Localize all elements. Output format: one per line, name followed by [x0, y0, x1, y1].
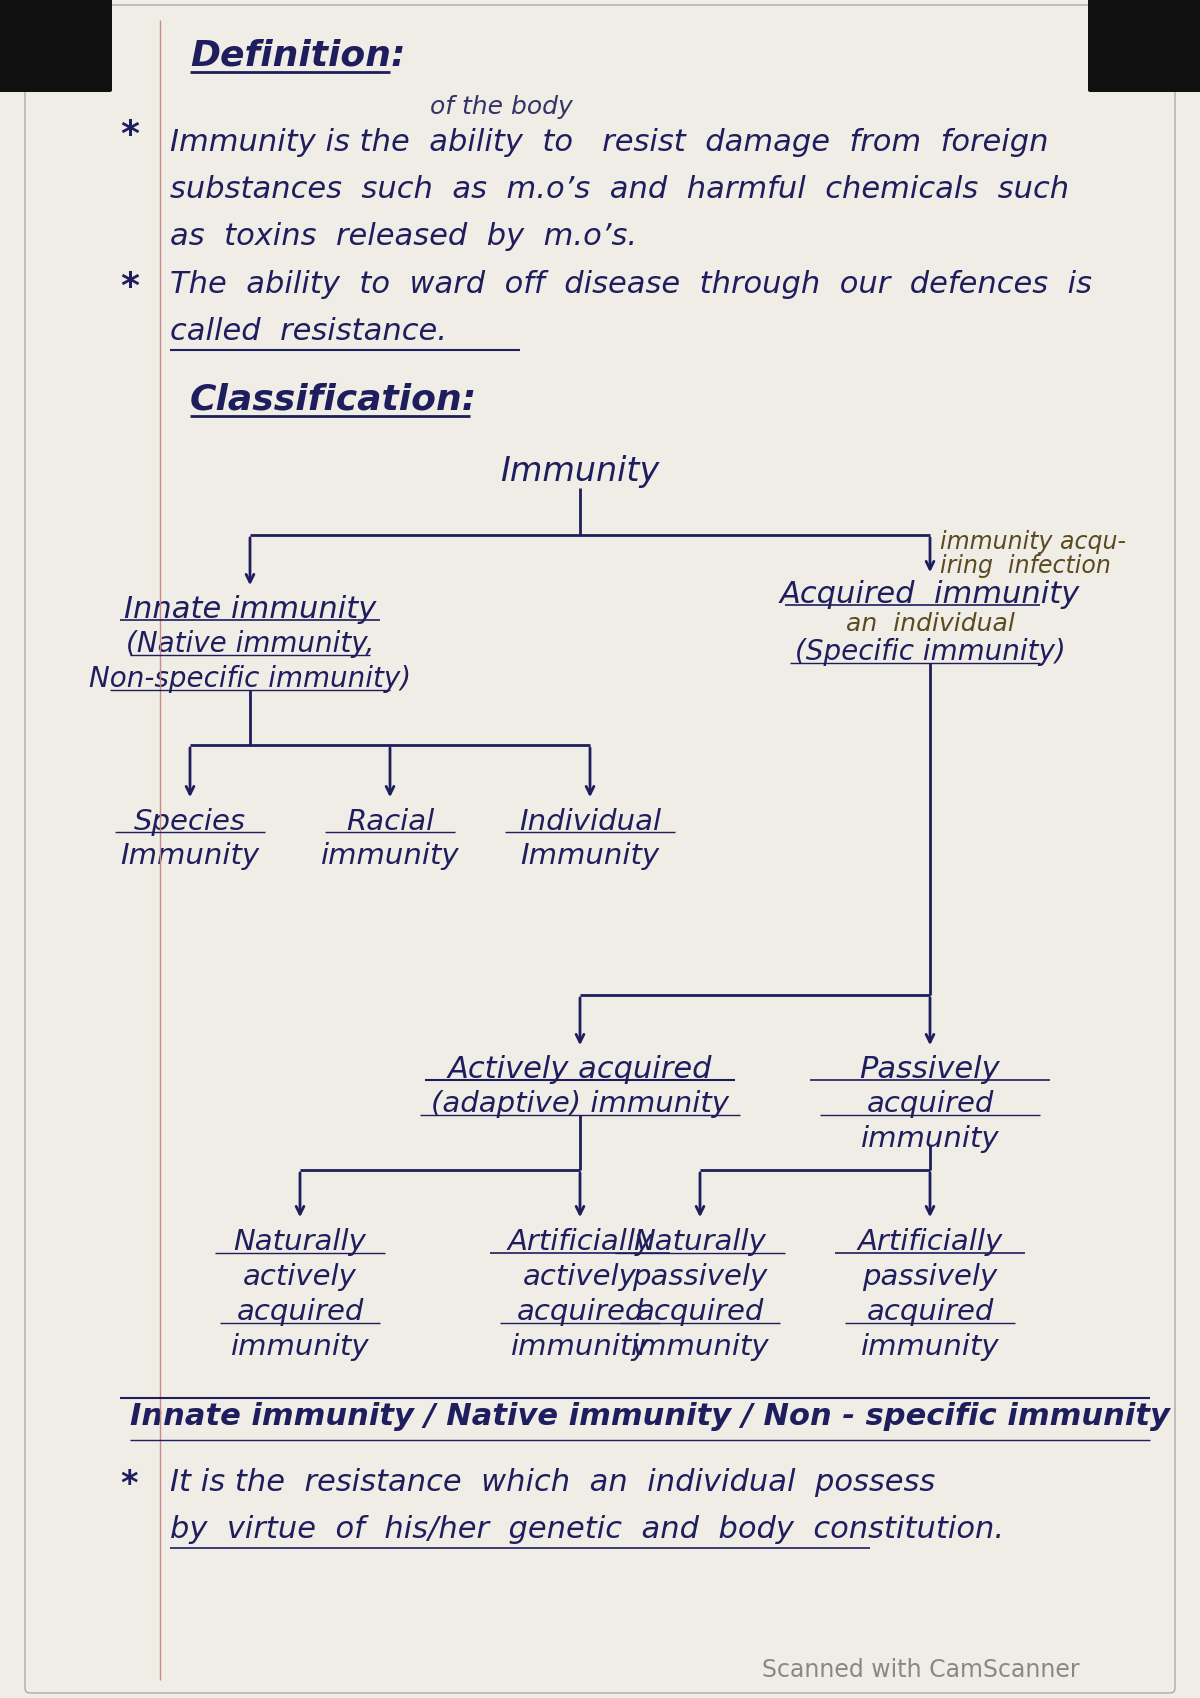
FancyBboxPatch shape — [25, 5, 1175, 1693]
Text: substances  such  as  m.o’s  and  harmful  chemicals  such: substances such as m.o’s and harmful che… — [170, 175, 1069, 204]
Text: *: * — [120, 270, 139, 304]
Text: Artificially: Artificially — [857, 1228, 1003, 1257]
Text: acquired: acquired — [516, 1297, 643, 1326]
Text: acquired: acquired — [636, 1297, 763, 1326]
Text: It is the  resistance  which  an  individual  possess: It is the resistance which an individual… — [170, 1469, 935, 1498]
Text: as  toxins  released  by  m.o’s.: as toxins released by m.o’s. — [170, 222, 637, 251]
FancyBboxPatch shape — [1088, 0, 1200, 92]
Text: Species: Species — [134, 808, 246, 835]
Text: *: * — [120, 117, 139, 153]
Text: Scanned with CamScanner: Scanned with CamScanner — [762, 1657, 1080, 1683]
Text: Definition:: Definition: — [190, 37, 406, 71]
Text: Naturally: Naturally — [634, 1228, 767, 1257]
Text: of the body: of the body — [430, 95, 572, 119]
Text: actively: actively — [244, 1263, 356, 1290]
Text: Immunity: Immunity — [521, 842, 660, 869]
Text: Artificially: Artificially — [508, 1228, 653, 1257]
Text: an  individual: an individual — [846, 611, 1014, 637]
Text: Acquired  immunity: Acquired immunity — [780, 581, 1080, 610]
Text: Immunity is the  ability  to   resist  damage  from  foreign: Immunity is the ability to resist damage… — [170, 127, 1049, 156]
Text: immunity: immunity — [860, 1333, 1000, 1362]
Text: immunity: immunity — [230, 1333, 370, 1362]
Text: Innate immunity / Native immunity / Non - specific immunity: Innate immunity / Native immunity / Non … — [130, 1403, 1170, 1431]
Text: The  ability  to  ward  off  disease  through  our  defences  is: The ability to ward off disease through … — [170, 270, 1092, 299]
Text: Racial: Racial — [346, 808, 434, 835]
Text: called  resistance.: called resistance. — [170, 318, 446, 346]
Text: Naturally: Naturally — [234, 1228, 366, 1257]
Text: Immunity: Immunity — [120, 842, 259, 869]
Text: (Specific immunity): (Specific immunity) — [794, 638, 1066, 666]
Text: actively: actively — [523, 1263, 637, 1290]
Text: passively: passively — [632, 1263, 768, 1290]
Text: Passively: Passively — [859, 1054, 1001, 1083]
Text: immunity: immunity — [631, 1333, 769, 1362]
Text: immunity: immunity — [860, 1126, 1000, 1153]
Text: immunity: immunity — [320, 842, 460, 869]
FancyBboxPatch shape — [0, 0, 112, 92]
Text: acquired: acquired — [866, 1297, 994, 1326]
Text: by  virtue  of  his/her  genetic  and  body  constitution.: by virtue of his/her genetic and body co… — [170, 1515, 1004, 1543]
Text: immunity acqu-: immunity acqu- — [940, 530, 1126, 554]
Text: iring  infection: iring infection — [940, 554, 1111, 577]
Text: *: * — [120, 1469, 138, 1501]
Text: (Native immunity,: (Native immunity, — [126, 630, 374, 659]
Text: Classification:: Classification: — [190, 382, 478, 416]
Text: acquired: acquired — [866, 1090, 994, 1117]
Text: (adaptive) immunity: (adaptive) immunity — [431, 1090, 730, 1117]
Text: Individual: Individual — [518, 808, 661, 835]
Text: immunity: immunity — [511, 1333, 649, 1362]
Text: Actively acquired: Actively acquired — [448, 1054, 713, 1083]
Text: Immunity: Immunity — [500, 455, 660, 487]
Text: passively: passively — [863, 1263, 997, 1290]
Text: Innate immunity: Innate immunity — [124, 594, 376, 623]
Text: acquired: acquired — [236, 1297, 364, 1326]
Text: Non-specific immunity): Non-specific immunity) — [89, 666, 412, 693]
